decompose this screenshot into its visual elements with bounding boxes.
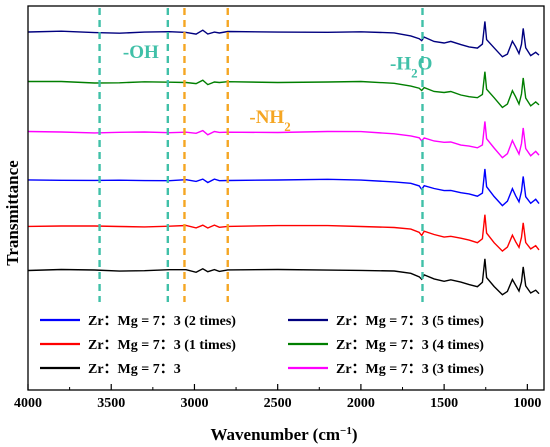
x-tick-label: 3000 [180, 396, 208, 411]
legend-entry-label: Zr：Mg = 7：3 (2 times) [88, 314, 236, 329]
series-line [27, 121, 540, 159]
annotation-label: -H2O [390, 53, 432, 80]
legend: Zr：Mg = 7：3 (2 times) Zr：Mg = 7：3 (5 time… [33, 310, 538, 384]
series-line [28, 71, 540, 109]
x-tick-label: 1500 [430, 396, 458, 411]
annotations: -OH -NH2 -H2O [123, 42, 433, 134]
plot-frame [27, 5, 545, 391]
series-line [27, 258, 540, 296]
spectra-group [27, 21, 540, 296]
x-tick-label: 2500 [264, 396, 292, 411]
legend-entry-label: Zr：Mg = 7：3 (4 times) [336, 338, 484, 353]
y-axis-label: Transmittance [3, 160, 22, 266]
x-tick-label: 2000 [347, 396, 375, 411]
plot-border [27, 5, 545, 391]
series-line [27, 21, 540, 58]
x-tick-label: 1000 [513, 396, 541, 411]
legend-entry-label: Zr：Mg = 7：3 (5 times) [336, 314, 484, 329]
legend-entry-label: Zr：Mg = 7：3 [88, 362, 181, 377]
x-tick-label: 4000 [14, 396, 42, 411]
legend-box [33, 310, 538, 384]
annotation-label: -NH2 [249, 107, 290, 133]
series-line [27, 214, 540, 253]
dashed-markers [98, 8, 424, 302]
legend-entry-label: Zr：Mg = 7：3 (3 times) [336, 362, 484, 377]
x-tick-label: 3500 [97, 396, 125, 411]
series-line [27, 168, 540, 207]
annotation-label: -OH [123, 42, 159, 63]
x-axis-ticks: 4000 3500 3000 2500 2000 1500 1000 [14, 384, 541, 411]
legend-entry-label: Zr：Mg = 7：3 (1 times) [88, 338, 236, 353]
x-axis-label: Wavenumber (cm−1) [211, 425, 358, 444]
